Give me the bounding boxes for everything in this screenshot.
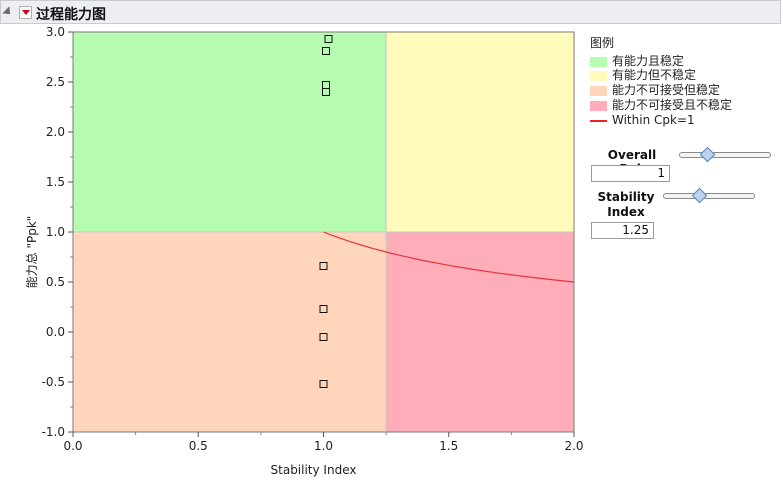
data-point-0 xyxy=(324,35,333,43)
data-point-3 xyxy=(322,88,331,96)
data-point-7 xyxy=(319,380,328,388)
y-tick-label-8: 3.0 xyxy=(46,25,65,39)
stability-index-label: Stability Index xyxy=(596,190,656,220)
x-tick-label-1: 0.5 xyxy=(189,439,208,453)
region-2 xyxy=(73,232,387,432)
x-tick-label-2: 1.0 xyxy=(314,439,333,453)
legend-swatch xyxy=(590,100,607,111)
region-0 xyxy=(73,32,387,232)
stability-index-slider[interactable] xyxy=(663,187,755,204)
stability-index-input[interactable]: 1.25 xyxy=(591,222,654,239)
capability-chart: -1.0 -0.5 0.0 0.5 1.0 1.5 2.0 2.5 3.0 0.0 0.5 1.0 1.… xyxy=(25,25,584,477)
y-tick-label-0: -1.0 xyxy=(42,425,65,439)
region-1 xyxy=(386,32,574,232)
legend-item-capable-unstable[interactable]: 有能力但不稳定 xyxy=(590,68,696,82)
legend-swatch xyxy=(590,70,607,81)
y-tick-label-7: 2.5 xyxy=(46,75,65,89)
report-title: 过程能力图 xyxy=(36,7,106,23)
legend-item-incapable-stable[interactable]: 能力不可接受但稳定 xyxy=(590,83,720,97)
stability-label-line1: Stability xyxy=(597,190,655,204)
x-tick-label-0: 0.0 xyxy=(63,439,82,453)
legend-item-capable-stable[interactable]: 有能力且稳定 xyxy=(590,54,684,68)
within-cpk-curve xyxy=(323,231,575,283)
legend-item-within-cpk[interactable]: Within Cpk=1 xyxy=(590,113,695,127)
data-point-4 xyxy=(319,262,328,270)
data-point-5 xyxy=(319,305,328,313)
data-point-1 xyxy=(322,47,331,55)
legend-swatch xyxy=(590,56,607,67)
legend-label: 有能力但不稳定 xyxy=(612,68,697,82)
y-tick-label-4: 1.0 xyxy=(46,225,65,239)
legend-label: 能力不可接受但稳定 xyxy=(612,83,721,97)
x-tick-label-3: 1.5 xyxy=(439,439,458,453)
legend-label: 能力不可接受且不稳定 xyxy=(612,98,733,112)
legend-label: 有能力且稳定 xyxy=(612,54,685,68)
legend-label: Within Cpk=1 xyxy=(612,113,695,127)
y-tick-label-1: -0.5 xyxy=(42,375,65,389)
slider-thumb-icon[interactable] xyxy=(691,187,708,204)
x-axis-label: Stability Index xyxy=(271,463,357,477)
red-triangle-menu-icon[interactable] xyxy=(19,6,32,19)
legend-line-swatch xyxy=(590,119,607,122)
y-tick-label-6: 2.0 xyxy=(46,125,65,139)
overall-ppk-slider[interactable] xyxy=(679,146,771,163)
x-tick-label-4: 2.0 xyxy=(564,439,583,453)
y-tick-label-2: 0.0 xyxy=(46,325,65,339)
legend-swatch xyxy=(590,85,607,96)
disclosure-triangle-icon[interactable] xyxy=(2,6,14,18)
legend-item-incapable-unstable[interactable]: 能力不可接受且不稳定 xyxy=(590,98,732,112)
stability-label-line2: Index xyxy=(607,205,645,219)
y-axis-label: 能力总 "Ppk" xyxy=(25,216,39,289)
slider-thumb-icon[interactable] xyxy=(699,146,715,163)
report-header: 过程能力图 xyxy=(0,0,781,24)
y-tick-label-5: 1.5 xyxy=(46,175,65,189)
region-3 xyxy=(386,232,574,432)
y-tick-label-3: 0.5 xyxy=(46,275,65,289)
overall-ppk-input[interactable]: 1 xyxy=(591,165,670,182)
legend-title: 图例 xyxy=(590,36,615,50)
data-point-6 xyxy=(319,333,328,341)
